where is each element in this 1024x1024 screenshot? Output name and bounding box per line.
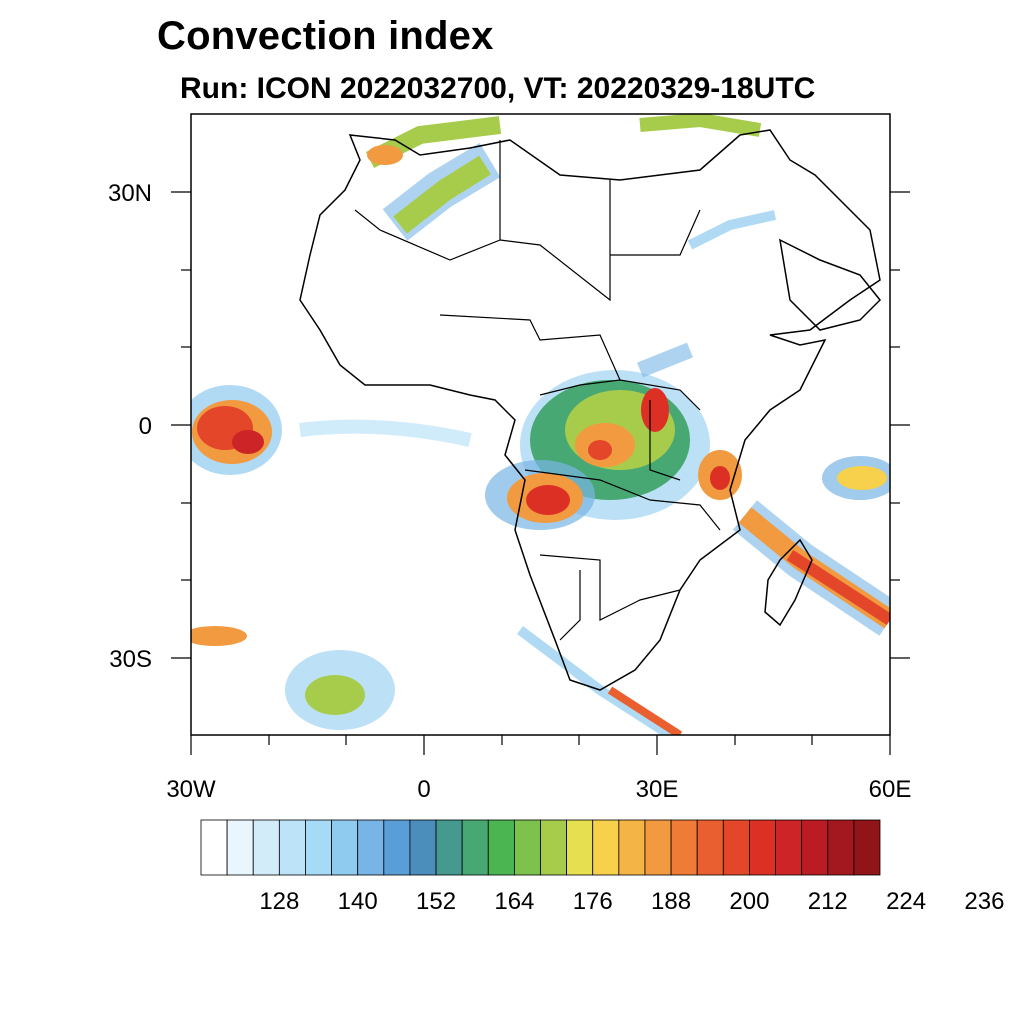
- country-border: [610, 209, 701, 256]
- colorbar-swatch: [696, 819, 724, 876]
- convection-band: [639, 114, 762, 137]
- country-border: [539, 379, 701, 411]
- colorbar-swatch: [435, 819, 463, 876]
- colorbar-swatch: [513, 819, 541, 876]
- coastlines: [299, 129, 882, 691]
- colorbar-tick-label: 176: [572, 888, 613, 915]
- colorbar-swatch: [487, 819, 515, 876]
- colorbar-swatch: [801, 819, 829, 876]
- convection-cell: [367, 145, 403, 165]
- convection-band: [517, 626, 673, 735]
- colorbar: [200, 819, 881, 876]
- colorbar-swatch: [540, 819, 568, 876]
- colorbar-tick-label: 164: [494, 888, 535, 915]
- colorbar-swatch: [278, 819, 306, 876]
- country-border: [354, 140, 501, 261]
- colorbar-swatch: [383, 819, 411, 876]
- country-border: [649, 400, 681, 481]
- colorbar-tick-label: 152: [416, 888, 457, 915]
- convection-cell: [588, 440, 612, 460]
- x-axis-label: 30E: [635, 776, 679, 803]
- colorbar-tick-label: 200: [729, 888, 770, 915]
- colorbar-tick-label: 140: [337, 888, 378, 915]
- convection-cell: [526, 485, 570, 515]
- colorbar-swatch: [644, 819, 672, 876]
- convection-cell: [232, 430, 264, 454]
- convection-cell: [305, 675, 365, 715]
- colorbar-tick-label: 128: [259, 888, 300, 915]
- colorbar-tick-label: 224: [886, 888, 927, 915]
- convection-cell: [837, 466, 887, 490]
- colorbar-swatch: [566, 819, 594, 876]
- convection-cell: [641, 388, 669, 432]
- x-axis-label: 60E: [868, 776, 912, 803]
- colorbar-swatch: [853, 819, 881, 876]
- colorbar-swatch: [775, 819, 803, 876]
- country-borders: [354, 140, 721, 641]
- madagascar-coastline: [764, 538, 813, 627]
- country-border: [559, 570, 581, 641]
- colorbar-swatch: [618, 819, 646, 876]
- chart-subtitle: Run: ICON 2022032700, VT: 20220329-18UTC: [180, 72, 816, 105]
- colorbar-swatch: [749, 819, 776, 876]
- colorbar-swatch: [226, 819, 254, 876]
- convection-field: [191, 114, 890, 735]
- convection-band: [299, 419, 472, 447]
- y-axis-label: 30S: [109, 646, 152, 673]
- colorbar-swatch: [827, 819, 855, 876]
- colorbar-swatch: [252, 819, 280, 876]
- x-axis-label: 30W: [166, 776, 216, 803]
- colorbar-tick-label: 212: [807, 888, 848, 915]
- convection-cell: [710, 466, 730, 490]
- x-axis-label: 0: [417, 776, 431, 803]
- convection-band: [607, 686, 683, 735]
- convection-cell: [191, 626, 247, 646]
- convection-band: [393, 155, 491, 234]
- colorbar-swatch: [357, 819, 385, 876]
- y-axis-label: 30N: [107, 180, 152, 207]
- colorbar-swatch: [305, 819, 332, 876]
- country-border: [524, 469, 721, 531]
- colorbar-swatch: [670, 819, 698, 876]
- colorbar-tick-label: 236: [964, 888, 1005, 915]
- colorbar-swatch: [200, 819, 228, 876]
- country-border: [539, 554, 681, 621]
- colorbar-swatch: [722, 819, 750, 876]
- y-axis-label: 0: [138, 413, 152, 440]
- convection-band: [637, 342, 693, 378]
- convection-band: [687, 210, 777, 250]
- convection-band: [786, 549, 890, 626]
- chart-title: Convection index: [157, 14, 494, 58]
- arabia-coastline: [779, 238, 882, 331]
- colorbar-tick-label: 188: [651, 888, 692, 915]
- colorbar-swatch: [331, 819, 359, 876]
- africa-coastline: [299, 129, 881, 691]
- colorbar-swatch: [592, 819, 620, 876]
- country-border: [439, 314, 621, 381]
- country-border: [499, 180, 611, 302]
- colorbar-swatch: [409, 819, 437, 876]
- colorbar-swatch: [461, 819, 489, 876]
- axis-ticks: [171, 191, 910, 755]
